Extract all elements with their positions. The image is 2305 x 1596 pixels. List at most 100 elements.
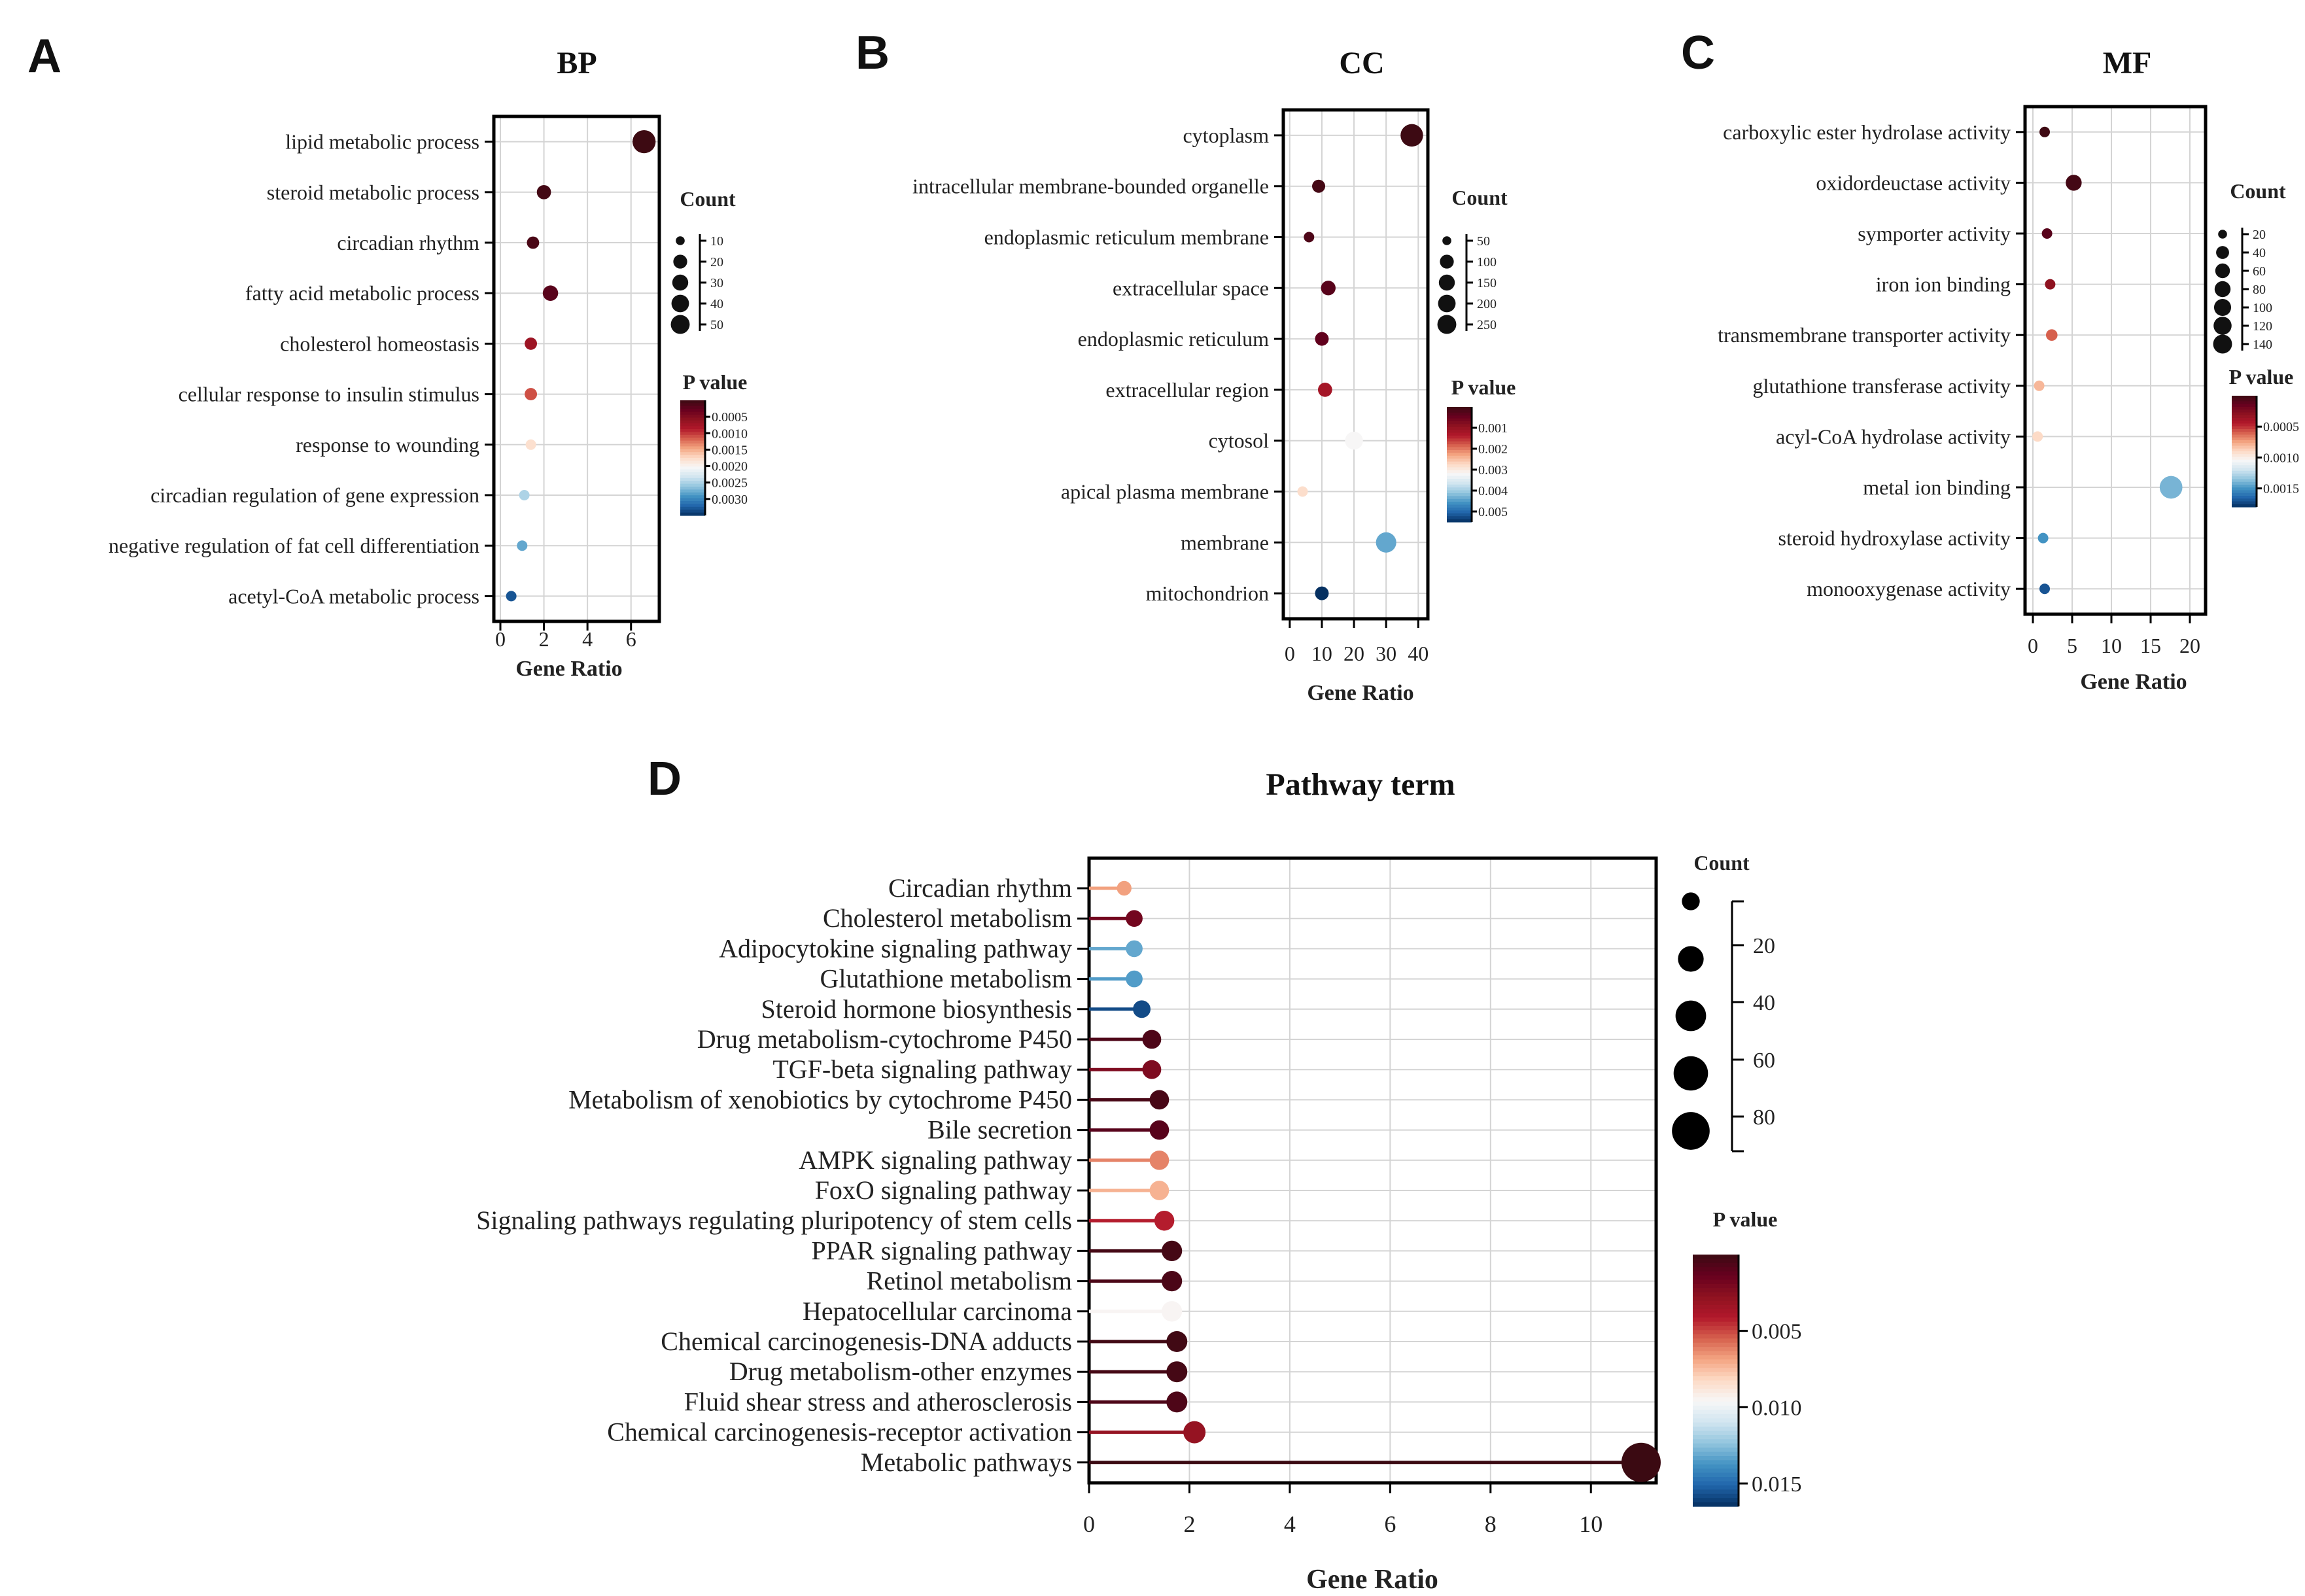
category-label: lipid metabolic process <box>285 130 479 154</box>
count-legend-label: 100 <box>1477 255 1497 269</box>
category-label: intracellular membrane-bounded organelle <box>912 175 1269 198</box>
p-value-gradient-segment <box>1447 493 1472 496</box>
p-value-gradient-segment <box>1447 430 1472 434</box>
count-legend-label: 20 <box>710 255 723 269</box>
p-value-gradient-segment <box>1693 1317 1739 1323</box>
category-label: endoplasmic reticulum <box>1078 327 1269 351</box>
lollipop-head <box>1117 880 1132 896</box>
p-value-gradient-segment <box>1693 1431 1739 1436</box>
p-value-label: 0.0020 <box>712 460 748 474</box>
p-value-gradient-segment <box>1447 502 1472 506</box>
p-value-gradient-segment <box>680 409 705 413</box>
lollipop-head <box>1133 1000 1151 1018</box>
p-value-gradient-segment <box>2232 462 2257 466</box>
p-value-gradient-segment <box>1447 487 1472 491</box>
count-legend-dot <box>2218 230 2227 239</box>
data-point <box>525 439 536 450</box>
x-axis-title: Gene Ratio <box>1307 681 1413 705</box>
category-label: Circadian rhythm <box>888 873 1072 903</box>
p-value-label: 0.002 <box>1478 442 1508 457</box>
x-tick-label: 2 <box>539 627 549 651</box>
mf-dot-chart: MF carboxylic ester hydrolase activity oxi… <box>1718 46 2299 694</box>
p-value-gradient-segment <box>2232 501 2257 505</box>
count-legend-label: 20 <box>2253 228 2266 242</box>
p-value-gradient-segment <box>2232 426 2257 430</box>
p-value-gradient-segment <box>1693 1292 1739 1297</box>
chart-title: MF <box>2103 46 2152 80</box>
lollipop-head <box>1166 1391 1188 1413</box>
p-value-gradient-segment <box>2232 454 2257 458</box>
p-value-gradient-segment <box>1693 1338 1739 1344</box>
p-value-gradient-segment <box>680 440 705 444</box>
p-value-gradient-segment <box>680 506 705 510</box>
category-label: response to wounding <box>296 433 479 457</box>
p-value-legend-title: P value <box>1713 1207 1778 1231</box>
lollipop-head <box>1161 1270 1183 1292</box>
lollipop-head <box>1154 1210 1175 1231</box>
p-value-gradient-segment <box>680 411 705 415</box>
category-label: circadian rhythm <box>337 231 479 254</box>
p-value-label: 0.005 <box>1752 1320 1802 1344</box>
p-value-gradient-segment <box>2232 476 2257 480</box>
p-value-gradient-segment <box>1693 1267 1739 1272</box>
p-value-gradient-segment <box>1447 412 1472 416</box>
p-value-gradient-segment <box>1693 1326 1739 1331</box>
data-point <box>2039 583 2050 595</box>
p-value-gradient-segment <box>680 483 705 487</box>
p-value-gradient-segment <box>1693 1410 1739 1415</box>
lollipop-head <box>1166 1361 1188 1383</box>
category-label: transmembrane transporter activity <box>1718 323 2011 347</box>
count-legend-label: 60 <box>2253 264 2266 279</box>
p-value-gradient-segment <box>1693 1275 1739 1281</box>
p-value-label: 0.0010 <box>712 426 748 441</box>
p-value-gradient-segment <box>1693 1439 1739 1444</box>
x-tick-label: 20 <box>1343 642 1364 665</box>
p-value-gradient-segment <box>680 423 705 427</box>
data-point <box>527 236 540 249</box>
p-value-gradient-segment <box>1693 1342 1739 1347</box>
p-value-gradient-segment <box>1447 513 1472 517</box>
data-point <box>506 591 517 602</box>
count-legend-title: Count <box>1451 186 1508 209</box>
p-value-gradient-segment <box>1693 1443 1739 1448</box>
p-value-gradient-segment <box>2232 409 2257 413</box>
count-legend-dot <box>1675 1000 1707 1032</box>
p-value-gradient-segment <box>2232 407 2257 410</box>
p-value-gradient-segment <box>680 429 705 432</box>
data-point <box>2041 228 2053 239</box>
p-value-gradient-segment <box>1693 1468 1739 1474</box>
p-value-gradient-segment <box>2232 429 2257 432</box>
category-label: FoxO signaling pathway <box>815 1175 1072 1205</box>
data-point <box>2034 380 2045 391</box>
count-legend-label: 20 <box>1753 934 1775 958</box>
p-value-gradient-segment <box>2232 445 2257 449</box>
p-value-gradient-segment <box>1447 473 1472 477</box>
p-value-gradient-segment <box>1447 496 1472 500</box>
count-legend-label: 250 <box>1477 318 1497 332</box>
count-legend-label: 10 <box>710 234 723 249</box>
x-tick-label: 6 <box>1384 1511 1396 1537</box>
p-value-gradient-segment <box>1693 1397 1739 1402</box>
p-value-gradient-segment <box>680 432 705 436</box>
plot-frame <box>492 114 661 623</box>
category-label: Chemical carcinogenesis-DNA adducts <box>661 1327 1072 1356</box>
p-value-gradient-segment <box>1693 1368 1739 1373</box>
x-axis-title: Gene Ratio <box>2080 670 2187 694</box>
p-value-gradient-segment <box>1693 1448 1739 1453</box>
p-value-gradient-segment <box>680 469 705 473</box>
p-value-gradient-segment <box>1447 415 1472 419</box>
p-value-gradient-segment <box>1447 467 1472 471</box>
p-value-gradient-segment <box>680 406 705 409</box>
plot-frame <box>2023 105 2208 616</box>
p-value-gradient-segment <box>680 510 705 513</box>
category-label: mitochondrion <box>1146 581 1269 605</box>
category-label: extracellular space <box>1113 276 1269 300</box>
p-value-gradient-segment <box>2232 412 2257 416</box>
p-value-gradient-segment <box>680 417 705 421</box>
p-value-gradient-segment <box>1447 441 1472 445</box>
lollipop-head <box>1126 910 1143 928</box>
chart-title: CC <box>1339 46 1384 80</box>
panel-letter-a: A <box>27 30 61 82</box>
count-legend-dot <box>676 236 685 245</box>
count-legend-dot <box>1672 1112 1710 1150</box>
